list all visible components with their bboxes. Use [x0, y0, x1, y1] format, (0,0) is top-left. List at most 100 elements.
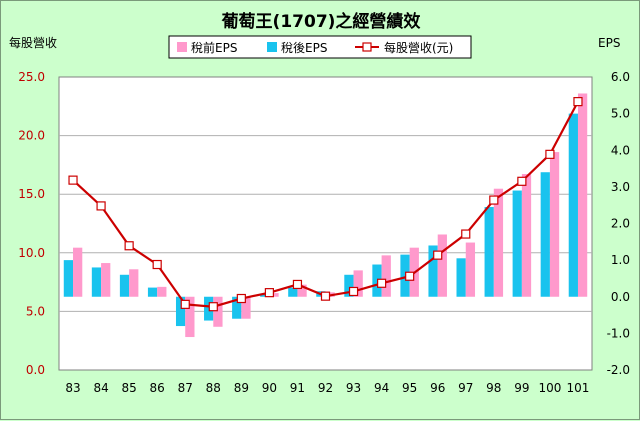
pretax-eps-bar	[157, 286, 167, 297]
aftertax-eps-bar	[456, 258, 466, 297]
x-tick-label: 87	[178, 381, 193, 395]
revenue-point	[96, 201, 106, 211]
x-tick-label: 93	[346, 381, 361, 395]
left-axis-label: 每股營收	[9, 35, 57, 50]
pretax-eps-bar	[493, 188, 504, 297]
pretax-eps-bar	[269, 293, 279, 297]
revenue-point	[573, 97, 583, 107]
right-tick-label: -1.0	[607, 326, 630, 340]
pretax-eps-bar	[185, 296, 195, 338]
gridlines	[59, 135, 592, 312]
left-tick-label: 25.0	[18, 70, 45, 84]
pretax-eps-bar	[437, 234, 447, 297]
x-tick-label: 97	[458, 381, 473, 395]
revenue-point	[320, 291, 331, 301]
revenue-point	[517, 176, 527, 186]
x-tick-label: 99	[514, 381, 529, 395]
right-tick-label: -2.0	[607, 363, 630, 377]
right-tick-label: 4.0	[611, 143, 630, 157]
legend-swatch-aftertax	[267, 42, 277, 52]
pretax-eps-bar	[297, 284, 307, 297]
aftertax-eps-bar	[175, 296, 186, 327]
aftertax-eps-bar	[232, 296, 242, 319]
legend: 稅前EPS 稅後EPS 每股營收(元)	[168, 35, 472, 59]
x-tick-label: 89	[234, 381, 249, 395]
revenue-point	[152, 259, 162, 270]
revenue-point	[489, 195, 499, 205]
x-axis-ticks: 83 84 85 86 87 88 89 90 91 92 93 94 95 96 97 98 99 100 101	[65, 381, 589, 395]
revenue-line-series	[68, 97, 583, 312]
x-tick-label: 92	[318, 381, 333, 395]
right-tick-label: 1.0	[611, 253, 630, 267]
x-tick-label: 91	[290, 381, 305, 395]
x-tick-label: 90	[262, 381, 277, 395]
pretax-eps-bar	[577, 93, 588, 297]
revenue-point	[208, 302, 218, 312]
aftertax-eps-bar	[63, 260, 74, 297]
revenue-point	[68, 175, 78, 185]
aftertax-eps-bar	[119, 274, 130, 297]
legend-label-aftertax: 稅後EPS	[281, 41, 327, 55]
x-tick-label: 86	[150, 381, 165, 395]
pretax-eps-bar	[381, 255, 391, 297]
right-tick-label: 2.0	[611, 217, 630, 231]
revenue-point	[461, 229, 471, 239]
revenue-point	[124, 241, 134, 251]
aftertax-eps-bar	[428, 245, 438, 297]
aftertax-eps-bar	[372, 264, 382, 297]
pretax-eps-bar	[73, 247, 83, 297]
pretax-eps-bar	[129, 269, 139, 297]
legend-label-pretax: 稅前EPS	[191, 40, 237, 55]
pretax-eps-bar	[521, 174, 532, 297]
aftertax-eps-bar	[540, 172, 550, 297]
revenue-point	[180, 299, 190, 309]
x-tick-label: 101	[567, 381, 590, 395]
left-tick-label: 20.0	[18, 129, 45, 143]
x-tick-label: 85	[121, 381, 136, 395]
aftertax-eps-bar	[147, 287, 158, 297]
revenue-point	[405, 271, 415, 281]
revenue-point	[348, 286, 359, 297]
aftertax-eps-bar	[512, 190, 522, 297]
left-tick-label: 10.0	[18, 246, 45, 260]
aftertax-eps-bar	[288, 287, 298, 297]
pretax-eps-bar	[241, 296, 251, 319]
x-tick-label: 100	[538, 381, 561, 395]
x-tick-label: 98	[486, 381, 501, 395]
legend-swatch-pretax	[177, 42, 187, 52]
x-tick-label: 95	[402, 381, 417, 395]
aftertax-eps-bar	[568, 113, 578, 297]
left-axis-ticks: 0.0 5.0 10.0 15.0 20.0 25.0	[18, 70, 45, 377]
aftertax-eps-bar	[400, 254, 410, 297]
revenue-point	[433, 250, 443, 260]
chart-title: 葡萄王(1707)之經營績效	[221, 11, 421, 32]
right-tick-label: 0.0	[611, 290, 630, 304]
x-tick-label: 88	[206, 381, 221, 395]
pretax-eps-bar	[101, 263, 111, 297]
right-axis-ticks: -2.0 -1.0 0.0 1.0 2.0 3.0 4.0 5.0 6.0	[607, 70, 630, 377]
x-tick-label: 84	[93, 381, 108, 395]
revenue-point	[236, 293, 246, 304]
pretax-eps-bar	[353, 270, 363, 297]
right-tick-label: 6.0	[611, 70, 630, 84]
revenue-point	[264, 288, 274, 298]
right-tick-label: 3.0	[611, 180, 630, 194]
right-axis-label: EPS	[598, 36, 620, 50]
revenue-point	[292, 279, 303, 290]
aftertax-eps-bar	[204, 296, 214, 321]
legend-swatch-revenue-marker	[362, 42, 372, 52]
plot-area	[58, 76, 593, 371]
x-tick-label: 83	[65, 381, 80, 395]
left-tick-label: 0.0	[26, 363, 45, 377]
right-tick-label: 5.0	[611, 107, 630, 121]
left-tick-label: 5.0	[26, 304, 45, 318]
aftertax-eps-bar	[260, 294, 270, 297]
x-tick-label: 96	[430, 381, 445, 395]
revenue-point	[545, 149, 555, 159]
pretax-eps-bar	[465, 242, 476, 297]
legend-label-revenue: 每股營收(元)	[384, 40, 453, 55]
pretax-eps-bar	[213, 296, 223, 327]
aftertax-eps-bar	[344, 274, 354, 297]
